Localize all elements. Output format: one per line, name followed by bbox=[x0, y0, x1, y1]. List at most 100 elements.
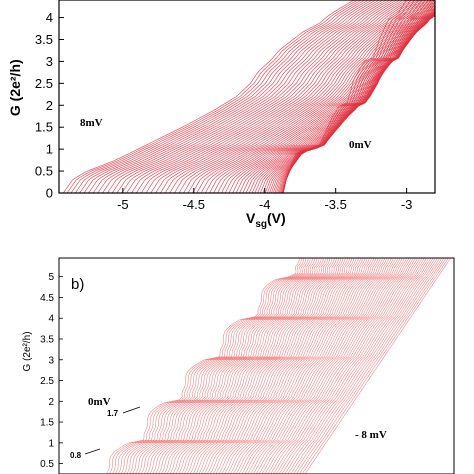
panel-b-trace bbox=[106, 258, 300, 474]
panel-a-trace bbox=[209, 7, 435, 193]
annotation-minus-8mV: - 8 mV bbox=[355, 429, 387, 441]
panel-a-trace bbox=[150, 0, 419, 193]
y-tick-label: 3 bbox=[46, 54, 53, 69]
panel-a-y-ticks: 0 0.5 1 1.5 2 2.5 3 3.5 4 bbox=[35, 10, 64, 201]
y-tick-label: 5 bbox=[48, 272, 54, 283]
panel-b-trace bbox=[209, 258, 379, 474]
panel-b-trace bbox=[206, 258, 377, 474]
panel-a-x-axis-label: Vsg(V) bbox=[246, 210, 286, 230]
panel-b-trace bbox=[178, 258, 355, 474]
panel-b-trace bbox=[250, 258, 410, 474]
annotation-1.7: 1.7 bbox=[107, 409, 119, 418]
panel-b-trace bbox=[270, 258, 425, 474]
panel-a-trace bbox=[269, 11, 435, 193]
panel-a-trace bbox=[92, 0, 380, 193]
y-tick-label: 2.5 bbox=[35, 76, 53, 91]
y-tick-label: 0.5 bbox=[40, 459, 54, 470]
panel-b-trace bbox=[181, 258, 357, 474]
panel-b-trace bbox=[298, 258, 447, 474]
panel-b-trace bbox=[114, 258, 307, 474]
panel-b-trace bbox=[218, 258, 386, 474]
panel-b-trace bbox=[195, 258, 368, 474]
panel-b-trace bbox=[175, 258, 353, 474]
y-tick-label: 3 bbox=[48, 355, 54, 366]
panel-a-trace bbox=[111, 0, 394, 193]
y-tick-label: 4 bbox=[48, 314, 54, 325]
annotation-0.8: 0.8 bbox=[70, 451, 82, 460]
panel-b-trace bbox=[112, 258, 305, 474]
panel-a-trace bbox=[121, 0, 401, 193]
panel-a-trace bbox=[131, 0, 407, 193]
panel-b-trace bbox=[152, 258, 335, 474]
panel-b-trace bbox=[183, 258, 359, 474]
panel-a-trace bbox=[70, 0, 362, 193]
panel-b-trace bbox=[290, 258, 440, 474]
panel-b-trace bbox=[155, 258, 337, 474]
panel-b-trace bbox=[123, 258, 313, 474]
panel-b-trace bbox=[192, 258, 366, 474]
panel-b-trace bbox=[244, 258, 405, 474]
panel-b-trace bbox=[278, 258, 432, 474]
panel-a-trace bbox=[187, 1, 435, 193]
x-tick-label: -3 bbox=[401, 197, 413, 212]
panel-b-trace bbox=[296, 258, 445, 474]
panel-a-y-axis-label: G (2e²/h) bbox=[7, 59, 23, 116]
y-tick-label: 2 bbox=[48, 397, 54, 408]
panel-a-trace bbox=[145, 0, 416, 193]
y-tick-label: 3.5 bbox=[40, 335, 54, 346]
y-tick-label: 2.5 bbox=[40, 376, 54, 387]
annotation-0mV-b: 0mV bbox=[88, 396, 111, 408]
panel-b-trace bbox=[132, 258, 320, 474]
panel-a-trace bbox=[83, 0, 373, 193]
y-tick-label: 1.5 bbox=[40, 418, 54, 429]
panel-b-trace bbox=[189, 258, 364, 474]
panel-b-trace bbox=[204, 258, 375, 474]
panel-b-trace bbox=[267, 258, 423, 474]
x-tick-label: -4.5 bbox=[183, 197, 205, 212]
panel-a-trace bbox=[164, 0, 427, 193]
panel-b-trace bbox=[158, 258, 340, 474]
panel-b-trace bbox=[252, 258, 412, 474]
y-tick-label: 0 bbox=[46, 186, 53, 201]
panel-a-x-axis-label-unit: (V) bbox=[267, 210, 286, 226]
panel-b-trace bbox=[135, 258, 322, 474]
y-tick-label: 1 bbox=[46, 142, 53, 157]
panel-a-trace bbox=[126, 0, 404, 193]
y-tick-label: 0.5 bbox=[35, 164, 53, 179]
y-tick-label: 4 bbox=[46, 10, 53, 25]
y-tick-label: 4.5 bbox=[40, 293, 54, 304]
panel-a-trace bbox=[204, 6, 435, 193]
panel-b-trace bbox=[229, 258, 394, 474]
y-tick-label: 1.5 bbox=[35, 120, 53, 135]
panel-b-trace bbox=[241, 258, 403, 474]
y-tick-label: 3.5 bbox=[35, 32, 53, 47]
panel-b-trace bbox=[284, 258, 436, 474]
y-tick-label: 2 bbox=[46, 98, 53, 113]
panel-a-trace bbox=[200, 5, 435, 193]
panel-a-trace bbox=[282, 0, 419, 193]
panel-a-x-ticks: -5 -4.5 -4 -3.5 -3 bbox=[117, 188, 412, 212]
panel-a-trace bbox=[245, 15, 435, 193]
panel-b-trace bbox=[227, 258, 392, 474]
panel-b-trace bbox=[247, 258, 408, 474]
panel-b-trace bbox=[255, 258, 414, 474]
panel-b-trace bbox=[143, 258, 329, 474]
panel-b-trace bbox=[146, 258, 331, 474]
panel-b-trace bbox=[215, 258, 383, 474]
annotation-0.8-arrow bbox=[84, 448, 101, 455]
panel-b-trace bbox=[258, 258, 416, 474]
panel-a-trace bbox=[248, 15, 435, 193]
panel-b-trace bbox=[172, 258, 351, 474]
x-tick-label: -3.5 bbox=[324, 197, 346, 212]
panel-b-trace bbox=[301, 258, 449, 474]
panel-a-trace bbox=[183, 0, 435, 193]
panel-b-trace bbox=[275, 258, 429, 474]
panel-a-trace bbox=[174, 0, 432, 193]
panel-a-trace bbox=[160, 0, 424, 193]
panel-a-trace bbox=[282, 0, 423, 193]
panel-b-y-axis-label: G (2e²/h) bbox=[22, 331, 33, 371]
panel-b-trace bbox=[232, 258, 397, 474]
panel-b-label: b) bbox=[71, 276, 84, 293]
panel-a-trace bbox=[66, 0, 358, 193]
